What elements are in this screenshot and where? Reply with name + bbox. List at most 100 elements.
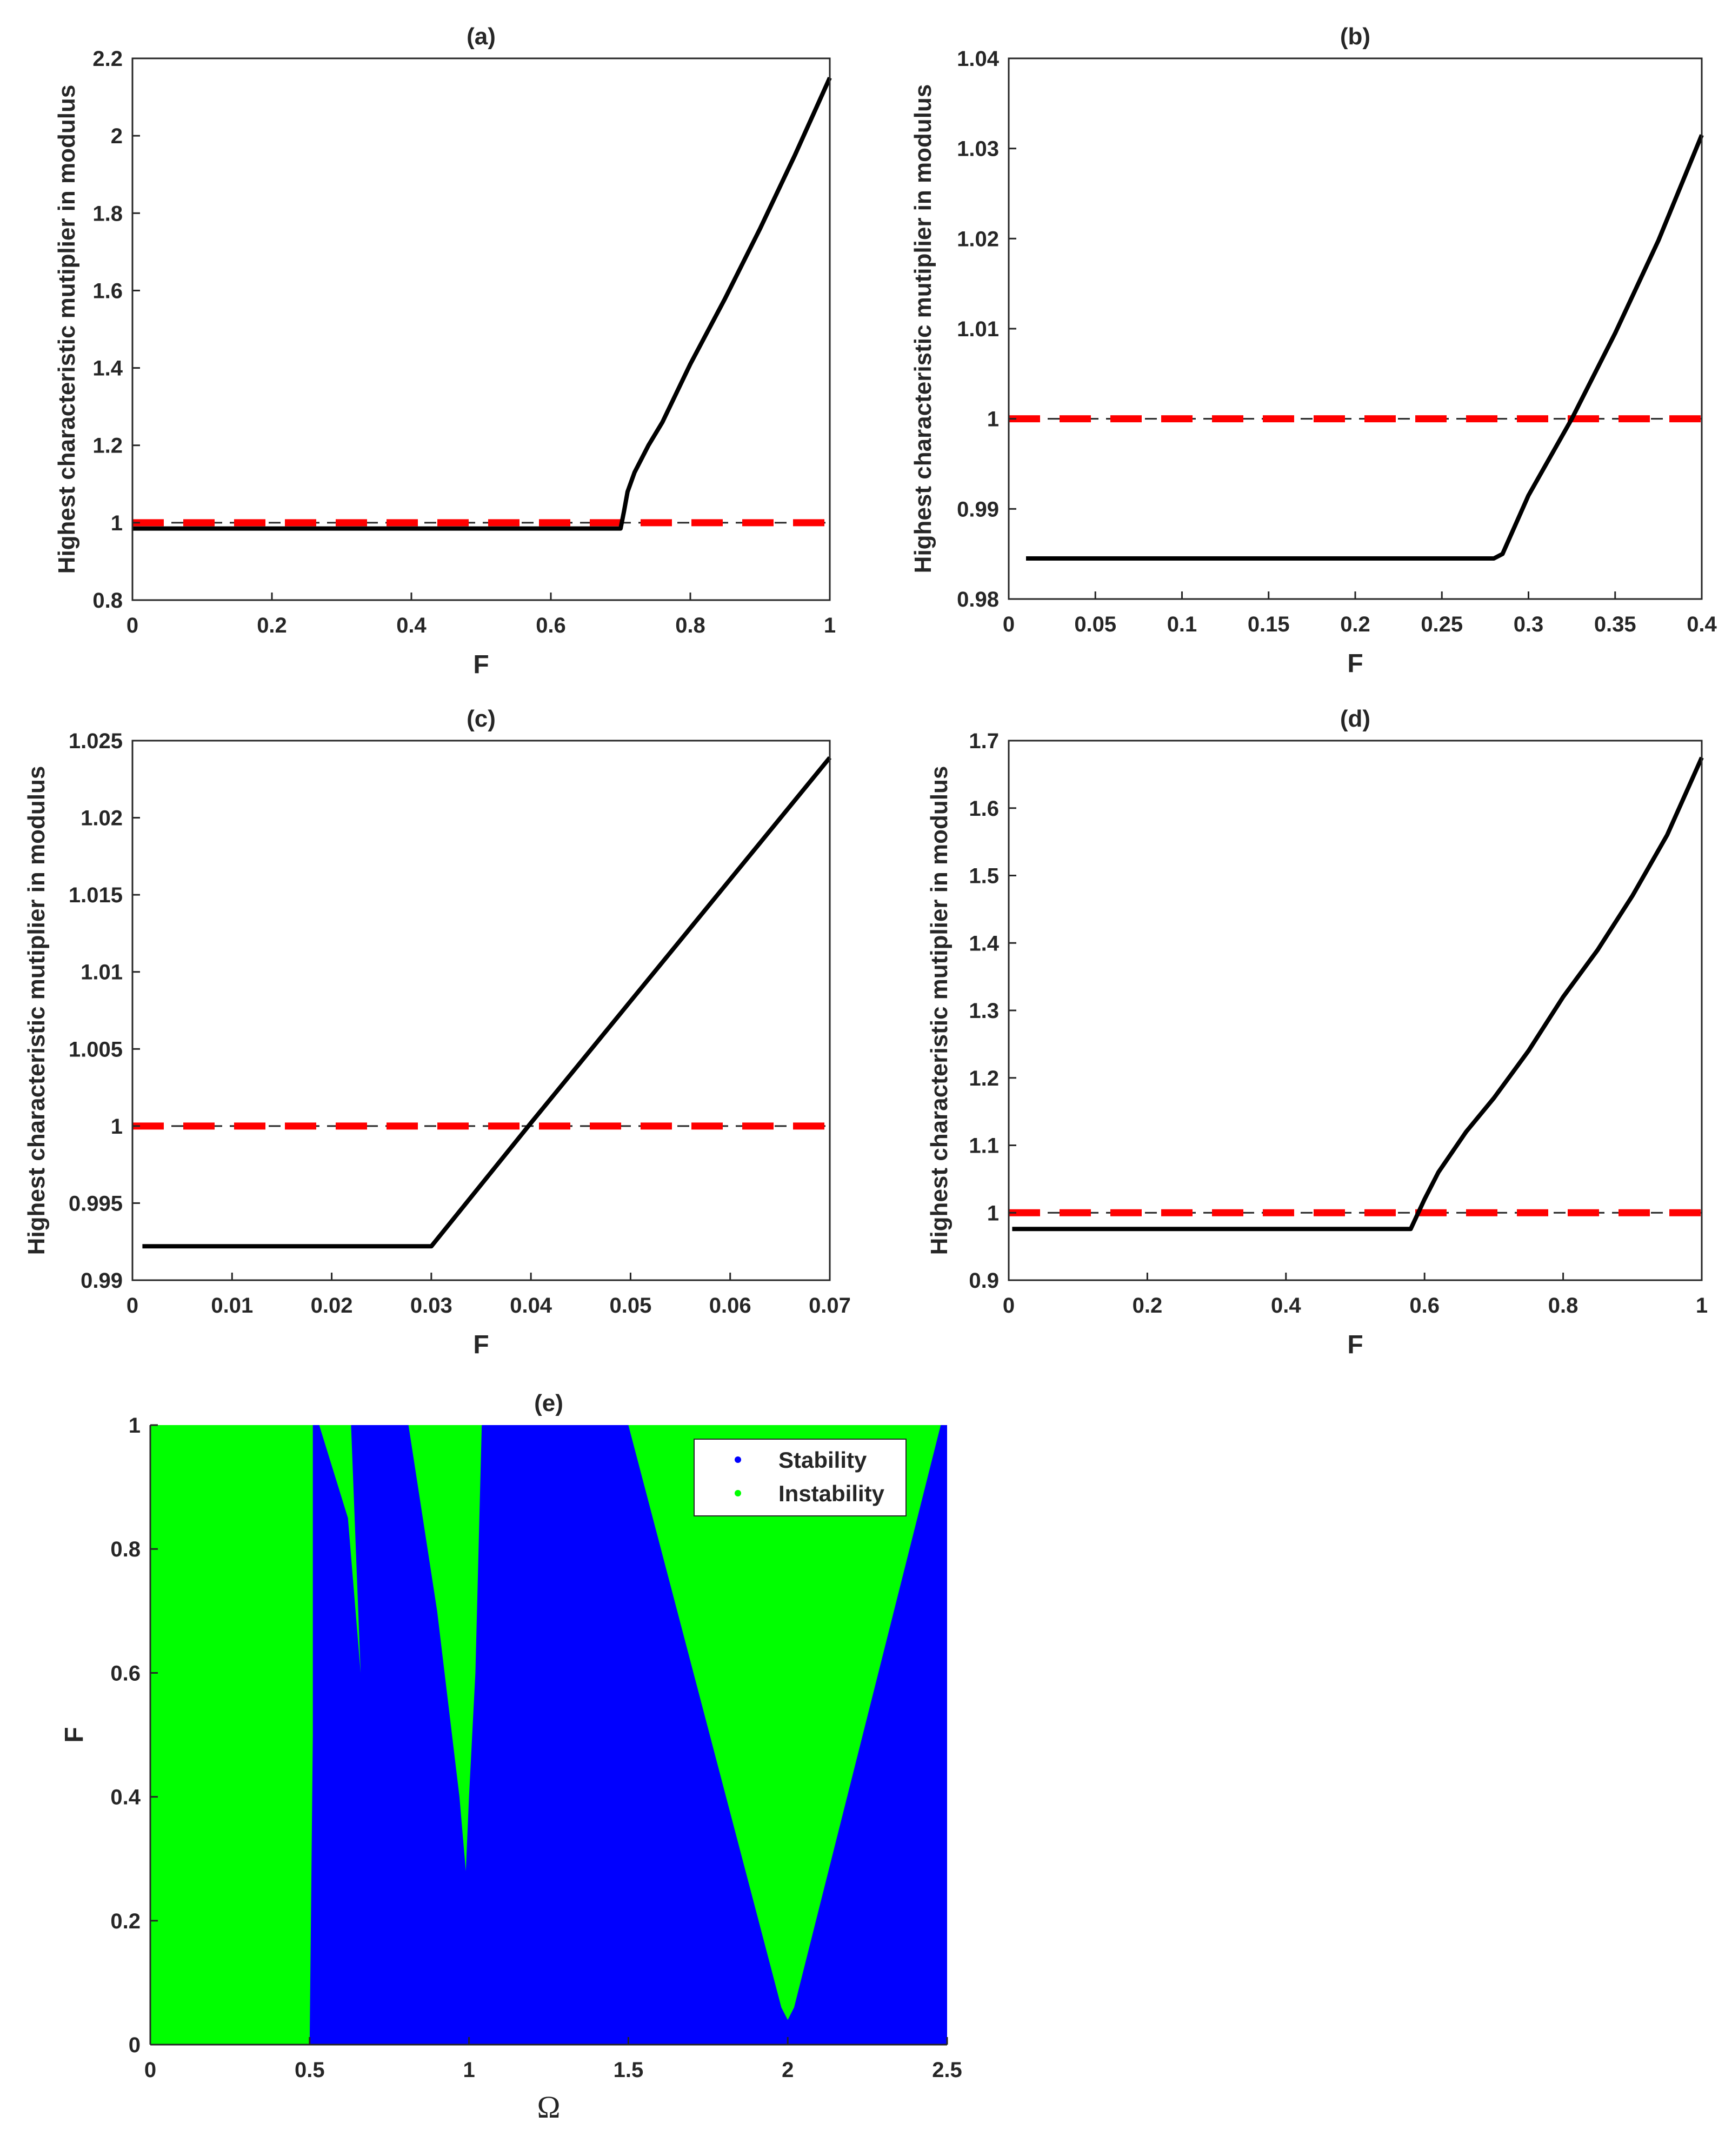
x-tick-label: 0.4: [1271, 1294, 1301, 1317]
panel-b: 0 0.05 0.1 0.15 0.2 0.25 0.3 0.35 0.4 0.98 0.99 1 1.…: [910, 23, 1717, 678]
y-tick-label: 1.6: [92, 279, 123, 303]
y-tick-label: 0.99: [81, 1269, 123, 1293]
series-line: [142, 756, 832, 1249]
y-tick-label: 1.03: [957, 137, 999, 161]
x-tick-label: 0.5: [295, 2058, 325, 2082]
x-tick-label: 1: [1696, 1294, 1708, 1317]
y-tick-label: 0.6: [110, 1661, 141, 1685]
instability-region: [150, 1425, 313, 2045]
x-tick-label: 0.35: [1594, 613, 1636, 636]
panel-e: Stability Instability 0 0.5 1 1.5 2 2.5 0 0.2 0.4 0…: [60, 1390, 962, 2125]
x-tick-label: 0.2: [1340, 613, 1370, 636]
x-tick-label: 1: [824, 614, 836, 637]
panels: 0 0.2 0.4 0.6 0.8 1 0.8 1 1.2 1.4 1.6 1.8 2 2.2 (a) F Hi…: [23, 23, 1717, 2125]
legend-label-instability: Instability: [778, 1481, 885, 1506]
x-tick-label: 0.01: [211, 1294, 253, 1317]
x-tick-label: 0: [144, 2058, 156, 2082]
series-line: [1012, 756, 1704, 1232]
y-tick-label: 1.01: [957, 317, 999, 341]
legend-label-stability: Stability: [778, 1447, 867, 1473]
y-tick-label: 1.025: [69, 729, 123, 753]
x-tick-label: 0.4: [1687, 613, 1717, 636]
y-tick-label: 1.5: [969, 864, 999, 888]
y-tick-label: 0.995: [69, 1192, 123, 1215]
panel-title: (b): [1340, 23, 1370, 50]
y-tick-label: 1: [111, 511, 123, 535]
x-tick-label: 0.15: [1248, 613, 1290, 636]
y-tick-label: 0.99: [957, 497, 999, 521]
y-tick-label: 0.98: [957, 588, 999, 611]
y-tick-label: 1.4: [92, 357, 123, 381]
y-tick-label: 1.7: [969, 729, 999, 753]
y-tick-label: 2.2: [92, 47, 123, 71]
x-tick-label: 0.8: [1548, 1294, 1579, 1317]
instability-region: [628, 1425, 941, 2020]
series-line: [1026, 134, 1704, 561]
x-tick-label: 0.1: [1167, 613, 1197, 636]
instability-region: [408, 1425, 482, 1872]
legend-marker-instability: [735, 1490, 741, 1496]
x-tick-label: 0.25: [1421, 613, 1463, 636]
y-tick-label: 1.04: [957, 47, 1000, 71]
x-tick-label: 0.07: [809, 1294, 851, 1317]
y-tick-label: 1.005: [69, 1037, 123, 1061]
y-axis-label: Highest characteristic mutiplier in modu…: [54, 85, 80, 574]
y-tick-label: 1.2: [969, 1067, 999, 1090]
series-line: [132, 77, 832, 531]
panel-c: 0 0.01 0.02 0.03 0.04 0.05 0.06 0.07 0.99 0.995 1 1…: [23, 706, 851, 1359]
y-tick-label: 1: [987, 408, 999, 431]
x-axis-label: F: [473, 1330, 489, 1359]
x-tick-label: 0.05: [1074, 613, 1116, 636]
x-tick-label: 0: [1003, 613, 1015, 636]
x-axis-label: F: [1347, 649, 1363, 678]
instability-region: [319, 1425, 364, 1735]
panel-a: 0 0.2 0.4 0.6 0.8 1 0.8 1 1.2 1.4 1.6 1.8 2 2.2 (a) F Hi…: [54, 23, 836, 679]
x-tick-label: 0.04: [510, 1294, 552, 1317]
x-tick-label: 0.06: [709, 1294, 751, 1317]
x-tick-label: 2.5: [932, 2058, 962, 2082]
x-tick-label: 0.6: [1409, 1294, 1440, 1317]
x-axis-label: Ω: [537, 2090, 560, 2125]
x-tick-label: 0: [1003, 1294, 1015, 1317]
legend-marker-stability: [735, 1456, 741, 1463]
y-axis-label: Highest characteristic mutiplier in modu…: [910, 84, 936, 574]
y-tick-label: 1.1: [969, 1134, 999, 1158]
y-tick-label: 0.9: [969, 1269, 999, 1293]
panel-title: (a): [467, 23, 496, 50]
y-axis-label: F: [60, 1727, 89, 1742]
y-tick-label: 0: [129, 2033, 141, 2057]
y-tick-label: 0.4: [110, 1786, 141, 1809]
y-tick-label: 0.2: [110, 1909, 141, 1933]
y-tick-label: 1.8: [92, 202, 123, 225]
y-tick-label: 1.02: [957, 227, 999, 251]
x-tick-label: 0.03: [410, 1294, 452, 1317]
x-tick-label: 2: [782, 2058, 794, 2082]
legend-box: [694, 1439, 907, 1516]
y-axis-label: Highest characteristic mutiplier in modu…: [926, 766, 953, 1255]
y-tick-label: 1.2: [92, 434, 123, 458]
y-tick-label: 1: [987, 1201, 999, 1225]
panel-title: (d): [1340, 706, 1370, 732]
y-tick-label: 0.8: [110, 1538, 141, 1561]
panel-d: 0 0.2 0.4 0.6 0.8 1 0.9 1 1.1 1.2 1.3 1.4 1.5 1.6 1.7 (…: [926, 706, 1708, 1359]
x-axis-label: F: [473, 650, 489, 679]
y-tick-label: 1.3: [969, 999, 999, 1023]
x-tick-label: 0.05: [609, 1294, 651, 1317]
x-tick-label: 0.2: [257, 614, 287, 637]
legend: Stability Instability: [694, 1439, 907, 1516]
x-tick-label: 0: [126, 614, 138, 637]
y-tick-label: 0.8: [92, 589, 123, 613]
x-tick-label: 0.02: [311, 1294, 353, 1317]
x-axis-label: F: [1347, 1330, 1363, 1359]
x-tick-label: 0.3: [1514, 613, 1544, 636]
x-tick-label: 0.6: [536, 614, 566, 637]
x-tick-label: 0.4: [396, 614, 427, 637]
x-tick-label: 0.2: [1133, 1294, 1163, 1317]
y-tick-label: 1.02: [81, 807, 123, 830]
panel-title: (c): [467, 706, 496, 732]
y-tick-label: 1: [111, 1115, 123, 1139]
x-tick-label: 1.5: [614, 2058, 644, 2082]
y-tick-label: 2: [111, 124, 123, 148]
panel-title: (e): [534, 1390, 563, 1416]
